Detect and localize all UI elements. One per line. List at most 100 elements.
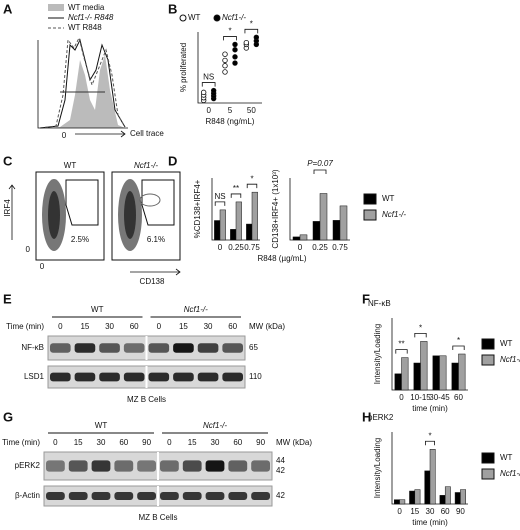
band [160, 460, 179, 472]
bracket [214, 201, 226, 206]
legend-swatch [48, 4, 64, 11]
axis-label: Cell trace [130, 129, 164, 138]
bracket [230, 193, 242, 198]
legend-label: Ncf1-/- R848 [68, 13, 114, 22]
caption: MZ B Cells [127, 395, 166, 404]
bar [432, 355, 440, 391]
tick-label: 0 [26, 245, 31, 254]
legend-marker [481, 338, 495, 350]
x-tick-label: 0 [397, 507, 402, 516]
legend-label: Ncf1-/- [500, 355, 520, 364]
significance: ** [398, 340, 404, 349]
band [99, 372, 120, 382]
time-label: Time (min) [6, 322, 44, 331]
band-label: pERK2 [15, 461, 41, 470]
x-tick-label: 60 [454, 393, 463, 402]
legend-marker [481, 468, 495, 480]
x-tick-label: 0.75 [332, 243, 348, 252]
band [114, 492, 134, 500]
lane-label: 60 [228, 322, 237, 331]
bar [319, 193, 328, 241]
band [123, 372, 145, 382]
bar [409, 490, 416, 505]
panel-letter: A [3, 1, 13, 16]
annotation: P=0.07 [307, 159, 333, 168]
x-tick-label: 60 [441, 507, 450, 516]
bar [235, 201, 242, 241]
band [228, 460, 248, 472]
band [123, 343, 145, 353]
group-label: Ncf1-/- [184, 305, 208, 314]
bar [439, 355, 447, 391]
significance: * [228, 27, 231, 36]
x-tick-label: 30 [426, 507, 435, 516]
band [197, 343, 219, 353]
dot [200, 89, 207, 96]
band [182, 492, 202, 500]
band [222, 343, 243, 353]
legend-label: Ncf1-/- [500, 469, 520, 478]
mw-label: MW (kDa) [276, 438, 312, 447]
band [68, 460, 88, 472]
axis [289, 178, 350, 241]
mw-value: 42 [276, 466, 285, 475]
y-axis-label: CD138+IRF4+ (1x10³) [271, 169, 280, 248]
bracket [414, 333, 427, 338]
group-label: Ncf1-/- [203, 421, 227, 430]
x-tick-label: 15 [410, 507, 419, 516]
band [197, 372, 219, 382]
lane-label: 90 [256, 438, 265, 447]
significance: * [457, 336, 460, 345]
band [205, 492, 225, 500]
x-tick-label: 0 [62, 131, 67, 140]
x-tick-label: 0.25 [228, 243, 244, 252]
x-tick-label: 90 [456, 507, 465, 516]
bracket [201, 82, 216, 87]
plot-title: Ncf1-/- [134, 161, 158, 170]
dot [210, 87, 217, 94]
lane-label: 0 [157, 322, 162, 331]
caption: MZ B Cells [138, 513, 177, 522]
bar [444, 486, 451, 505]
significance: NS [203, 73, 214, 82]
band [50, 343, 71, 353]
legend-label: WT [382, 194, 395, 203]
panel-letter: F [362, 291, 370, 306]
dot [222, 63, 228, 69]
tick-label: 0 [40, 262, 45, 271]
band [173, 343, 194, 353]
bar [458, 353, 466, 391]
legend-marker [481, 354, 495, 366]
band-label: LSD1 [24, 372, 45, 381]
dot [222, 69, 228, 75]
x-tick-label: 0 [206, 106, 211, 115]
bar [414, 489, 421, 505]
chart-title: pERK2 [368, 413, 394, 422]
axis [211, 178, 260, 241]
band [251, 460, 270, 472]
mw-value: 42 [276, 491, 285, 500]
mw-value: 65 [249, 343, 258, 352]
band [50, 372, 71, 382]
band [99, 343, 120, 353]
bar [332, 220, 341, 241]
bar [454, 492, 461, 505]
bar [401, 357, 409, 391]
x-tick-label: 0.75 [244, 243, 260, 252]
band [148, 343, 170, 353]
x-tick-label: 10-15 [410, 393, 431, 402]
lane-label: 0 [167, 438, 172, 447]
band [137, 460, 156, 472]
lane-label: 30 [211, 438, 220, 447]
group-label: WT [95, 421, 108, 430]
bracket [425, 440, 435, 446]
x-tick-label: 0 [298, 243, 303, 252]
bar [299, 234, 308, 241]
lane-label: 60 [233, 438, 242, 447]
time-label: Time (min) [2, 438, 40, 447]
bracket [244, 28, 259, 34]
significance: ** [233, 184, 239, 193]
band [68, 492, 88, 500]
x-axis-label: time (min) [412, 404, 448, 413]
